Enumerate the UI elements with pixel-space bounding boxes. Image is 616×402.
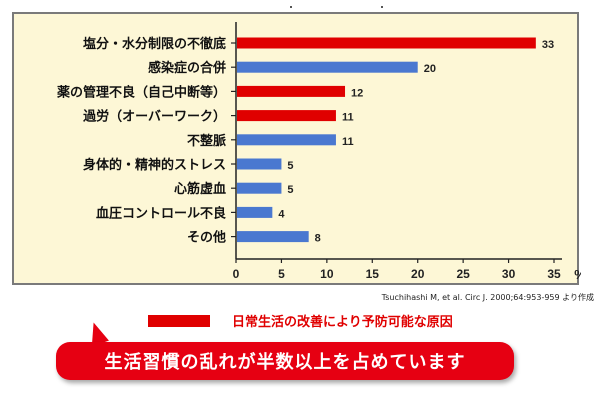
category-label: 身体的・精神的ストレス [83, 157, 226, 173]
x-tick-label: 5 [278, 267, 285, 281]
category-label: 不整脈 [187, 133, 226, 149]
bar [237, 110, 336, 122]
bar [237, 182, 282, 194]
legend-label: 日常生活の改善により予防可能な原因 [232, 315, 453, 330]
callout-text: 生活習慣の乱れが半数以上を占めています [104, 352, 466, 373]
decor-dot [381, 6, 383, 8]
callout-box: 生活習慣の乱れが半数以上を占めています [56, 342, 514, 380]
value-label: 20 [424, 63, 436, 75]
value-label: 11 [342, 136, 354, 148]
bar [237, 61, 418, 73]
category-label: 心筋虚血 [174, 181, 226, 197]
category-label: 塩分・水分制限の不徹底 [83, 36, 226, 52]
value-label: 33 [542, 39, 554, 51]
bar [237, 85, 346, 97]
category-label: 感染症の合併 [148, 60, 226, 76]
x-tick-label: 35 [547, 267, 561, 281]
x-tick-label: 20 [411, 267, 425, 281]
bar [237, 206, 273, 218]
x-unit-label: % [574, 267, 581, 282]
category-label: 血圧コントロール不良 [96, 205, 226, 221]
category-label: その他 [187, 230, 226, 246]
x-tick-label: 10 [320, 267, 334, 281]
x-tick-label: 25 [456, 267, 470, 281]
value-label: 12 [351, 87, 363, 99]
x-tick-label: 0 [233, 267, 240, 281]
source-citation: Tsuchihashi M, et al. Circ J. 2000;64:95… [381, 293, 594, 302]
legend: 日常生活の改善により予防可能な原因 [148, 311, 453, 330]
x-tick-label: 15 [366, 267, 380, 281]
chart-panel: 0 5 10 15 20 25 30 35% 塩分・水分制限の不徹底 33 感染症の合併 20 薬の管理… [12, 12, 581, 285]
bar [237, 134, 336, 146]
x-tick-label: 30 [502, 267, 516, 281]
category-label: 薬の管理不良（自己中断等） [56, 84, 226, 100]
decor-dot [290, 6, 292, 8]
value-label: 11 [342, 112, 354, 124]
value-label: 5 [287, 184, 293, 196]
bar [237, 158, 282, 170]
bar [237, 37, 536, 49]
category-label: 過労（オーバーワーク） [82, 109, 226, 125]
value-label: 4 [278, 208, 285, 220]
legend-swatch [148, 314, 210, 327]
bar-chart: 0 5 10 15 20 25 30 35% 塩分・水分制限の不徹底 33 感染症の合併 20 薬の管理… [56, 22, 581, 282]
value-label: 5 [287, 160, 293, 172]
value-label: 8 [315, 233, 321, 245]
bar [237, 231, 309, 243]
